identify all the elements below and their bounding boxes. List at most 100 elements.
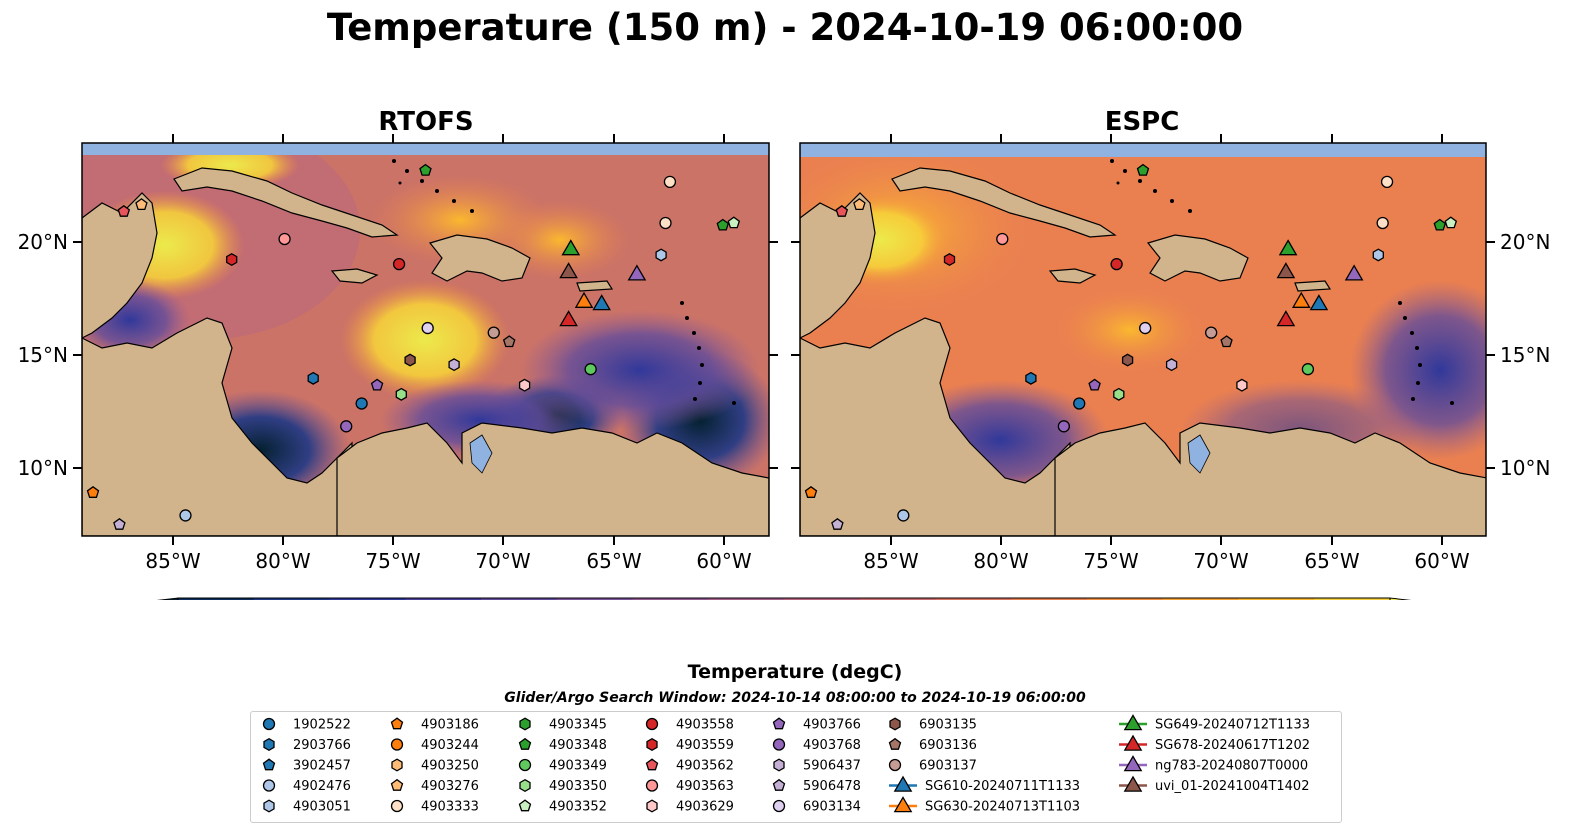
- legend-label: 4903350: [549, 779, 607, 794]
- lon-label-right: 85°W: [863, 549, 918, 573]
- colorbar-segment: [1238, 598, 1315, 600]
- legend-label: 4903186: [421, 718, 479, 733]
- legend-marker: [889, 717, 901, 731]
- colorbar-extend-low: [156, 597, 179, 600]
- colorbar-segment: [859, 598, 936, 600]
- legend-label: 4903244: [421, 738, 479, 753]
- legend-marker: [645, 779, 659, 792]
- argo-marker-rtofs: [135, 198, 148, 211]
- colorbar-label: Temperature (degC): [687, 661, 903, 683]
- legend-label: 5906478: [803, 779, 861, 794]
- argo-marker-rtofs: [518, 378, 531, 392]
- search-window-text: Glider/Argo Search Window: 2024-10-14 08…: [504, 690, 1086, 706]
- colorbar-segment: [253, 598, 330, 600]
- map-panels: 85°W 80°W 75°W 70°W 65°W 60°W 85°W 80°W …: [18, 134, 1550, 600]
- argo-marker-espc: [1057, 420, 1070, 433]
- colorbar-segment: [1314, 598, 1391, 600]
- legend-label: 2903766: [293, 738, 351, 753]
- argo-marker-rtofs: [487, 326, 500, 339]
- legend-label: ng783-20240807T0000: [1155, 759, 1308, 774]
- map-rtofs: [82, 143, 769, 536]
- legend-label: SG678-20240617T1202: [1155, 738, 1310, 753]
- glider-marker-rtofs: [592, 294, 611, 311]
- lat-label-left: 10°N: [18, 456, 68, 480]
- legend-marker: [888, 737, 902, 750]
- argo-marker-espc: [1433, 218, 1447, 231]
- argo-marker-rtofs: [370, 378, 384, 391]
- lat-label-right: 20°N: [1500, 230, 1550, 254]
- argo-marker-rtofs: [655, 248, 667, 262]
- argo-marker-rtofs: [355, 397, 368, 410]
- legend-marker: [645, 758, 659, 771]
- argo-marker-rtofs: [716, 218, 730, 231]
- argo-marker-rtofs: [86, 485, 100, 498]
- legend-marker: [772, 738, 786, 751]
- glider-marker-espc: [1291, 291, 1311, 308]
- glider-marker-rtofs: [627, 264, 647, 281]
- lat-label-right: 10°N: [1500, 456, 1550, 480]
- colorbar-segment: [784, 598, 861, 600]
- colorbar-segment: [632, 598, 709, 600]
- argo-marker-espc: [1444, 216, 1458, 229]
- legend-marker: [262, 717, 276, 731]
- legend-marker: [888, 758, 902, 772]
- legend-label: 6903134: [803, 800, 861, 815]
- lon-label-right: 65°W: [1304, 549, 1359, 573]
- argo-marker-espc: [835, 204, 849, 217]
- argo-marker-espc: [996, 232, 1009, 246]
- legend-label: 5906437: [803, 759, 861, 774]
- lon-label-right: 60°W: [1414, 549, 1469, 573]
- legend-label: 4903051: [293, 800, 351, 815]
- glider-marker-espc: [1276, 310, 1296, 327]
- legend-label: 4903563: [676, 779, 734, 794]
- colorbar-segment: [708, 598, 785, 600]
- lon-label-right: 80°W: [973, 549, 1028, 573]
- colorbar-extend-high: [1389, 597, 1412, 600]
- colorbar-segment: [178, 598, 255, 600]
- legend-label: 4903766: [803, 718, 861, 733]
- lon-label-right: 70°W: [1193, 549, 1248, 573]
- legend-marker: [1123, 734, 1143, 751]
- legend-label: 4903629: [676, 800, 734, 815]
- lat-label-left: 20°N: [18, 230, 68, 254]
- legend-label: 4903562: [676, 759, 734, 774]
- legend-entries: 1902522 2903766 3902457 4902476 4903051 49031…: [262, 714, 1310, 815]
- glider-marker-rtofs: [559, 310, 578, 327]
- colorbar-segment: [556, 598, 633, 600]
- lon-label-right: 75°W: [1083, 549, 1138, 573]
- argo-marker-espc: [1110, 257, 1123, 271]
- legend-label: SG610-20240711T1133: [925, 779, 1080, 794]
- legend-label: uvi_01-20241004T1402: [1155, 779, 1309, 794]
- argo-marker-rtofs: [307, 371, 319, 385]
- colorbar-segment: [405, 598, 482, 600]
- platform-markers: [86, 163, 1458, 530]
- legend-marker: [772, 799, 786, 813]
- legend-label: 4903348: [549, 738, 607, 753]
- legend-marker: [646, 737, 658, 752]
- legend-label: 4903333: [421, 800, 479, 815]
- legend-marker: [772, 778, 786, 791]
- legend-marker: [519, 717, 531, 731]
- argo-marker-rtofs: [584, 363, 597, 376]
- lat-label-left: 15°N: [18, 343, 68, 367]
- argo-marker-espc: [1380, 175, 1394, 188]
- legend-label: 4903768: [803, 738, 861, 753]
- legend-label: 4902476: [293, 779, 351, 794]
- lat-label-right: 15°N: [1500, 343, 1550, 367]
- argo-marker-rtofs: [226, 253, 238, 267]
- panel-title-rtofs: RTOFS: [378, 107, 474, 137]
- legend-label: 4903349: [549, 759, 607, 774]
- legend-marker: [518, 799, 532, 812]
- axis-ticks: [73, 134, 1495, 545]
- glider-marker-espc: [1278, 239, 1298, 256]
- legend-label: 4903559: [676, 738, 734, 753]
- argo-marker-espc: [943, 253, 956, 267]
- argo-marker-espc: [1220, 335, 1233, 348]
- lon-label-left: 65°W: [586, 549, 641, 573]
- argo-marker-rtofs: [502, 335, 516, 348]
- glider-marker-espc: [1276, 262, 1296, 279]
- legend-marker: [645, 717, 659, 731]
- legend-marker: [390, 738, 404, 751]
- legend-marker: [262, 779, 276, 792]
- argo-marker-rtofs: [340, 420, 353, 433]
